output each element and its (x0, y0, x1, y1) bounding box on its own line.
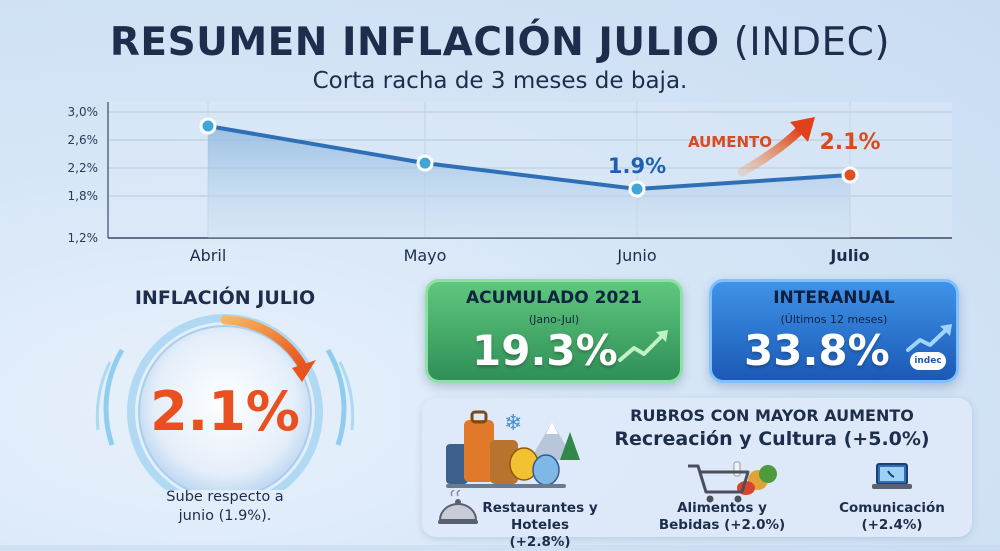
rubro-restaurantes-line1: Restaurantes y (482, 500, 598, 516)
rubro-comunicacion-line1: Comunicación (839, 500, 945, 516)
data-point (841, 166, 859, 184)
y-tick-label: 2,6% (68, 133, 99, 147)
line-chart: 1,2% 1,8% 2,2% 2,6% 3,0% Abril Mayo Junio Julio 1… (68, 102, 952, 265)
gauge-note: Sube respecto a junio (1.9%). (80, 488, 370, 526)
rubro-restaurantes-line2: Hoteles (+2.8%) (509, 517, 571, 550)
page-title: RESUMEN INFLACIÓN JULIO (INDEC) (0, 20, 1000, 65)
aumento-arrow (737, 117, 815, 177)
annotation-aumento: AUMENTO (688, 133, 772, 151)
card-acumulado-subtitle: (Jano-Jul) (528, 313, 580, 326)
gauge-progress-arc (220, 315, 307, 370)
data-point (416, 154, 434, 172)
data-point (628, 180, 646, 198)
rubro-comunicacion: Comunicación (+2.4%) (827, 500, 957, 534)
gauge-dial (138, 325, 312, 490)
card-interanual-subtitle: (Últimos 12 meses) (780, 313, 888, 326)
rubro-alimentos-line2: Bebidas (+2.0%) (658, 517, 786, 533)
gauge-outer-arc-left (103, 348, 125, 446)
data-label-julio: 2.1% (819, 130, 880, 155)
y-tick-label: 3,0% (68, 105, 99, 119)
cloche-icon (438, 490, 478, 524)
rubro-alimentos: Alimentos y Bebidas (+2.0%) (657, 500, 787, 534)
card-interanual-value: 33.8% (744, 326, 890, 375)
svg-text:❄: ❄ (504, 411, 522, 436)
page-subtitle: Corta racha de 3 meses de baja. (312, 68, 688, 94)
laptop-phone-icon (872, 463, 912, 489)
data-label-junio: 1.9% (608, 154, 666, 178)
x-tick-label: Abril (190, 246, 227, 265)
rubro-alimentos-line1: Alimentos y (677, 500, 767, 516)
y-tick-label: 1,8% (68, 189, 99, 203)
gauge-note-line1: Sube respecto a (166, 489, 284, 505)
gauge-outer-arc-right (325, 348, 347, 446)
indec-logo: indec (910, 352, 946, 370)
shopping-cart-icon (688, 461, 777, 503)
x-tick-label: Julio (829, 246, 869, 265)
y-tick-label: 1,2% (68, 231, 99, 245)
rubros-panel: ❄ RUBROS CON MAYOR AUMENTO Recreación y … (422, 398, 972, 550)
gauge: 2.1% (95, 314, 355, 490)
card-acumulado: ACUMULADO 2021 (Jano-Jul) 19.3% (425, 279, 683, 383)
trend-up-icon (618, 330, 668, 362)
y-tick-label: 2,2% (68, 161, 99, 175)
rubros-main: Recreación y Cultura (+5.0%) (614, 428, 930, 450)
card-acumulado-title: ACUMULADO 2021 (466, 288, 642, 308)
card-interanual: INTERANUAL (Últimos 12 meses) 33.8% inde… (709, 279, 959, 383)
gauge-note-line2: junio (1.9%). (178, 508, 272, 524)
title-suffix: (INDEC) (733, 20, 891, 65)
x-tick-label: Mayo (404, 246, 447, 265)
title-main: RESUMEN INFLACIÓN JULIO (109, 20, 720, 65)
gauge-value: 2.1% (150, 380, 300, 443)
card-acumulado-value: 19.3% (472, 326, 618, 375)
travel-culture-icon: ❄ (446, 410, 580, 488)
rubro-restaurantes: Restaurantes y Hoteles (+2.8%) (480, 500, 600, 551)
card-interanual-title: INTERANUAL (773, 288, 895, 308)
trend-up-icon (906, 324, 952, 352)
x-tick-label: Junio (616, 246, 656, 265)
data-point (199, 117, 217, 135)
rubros-heading: RUBROS CON MAYOR AUMENTO (630, 406, 914, 425)
gauge-title: INFLACIÓN JULIO (134, 287, 316, 309)
series-line (207, 124, 851, 191)
rubro-comunicacion-line2: (+2.4%) (861, 517, 923, 533)
